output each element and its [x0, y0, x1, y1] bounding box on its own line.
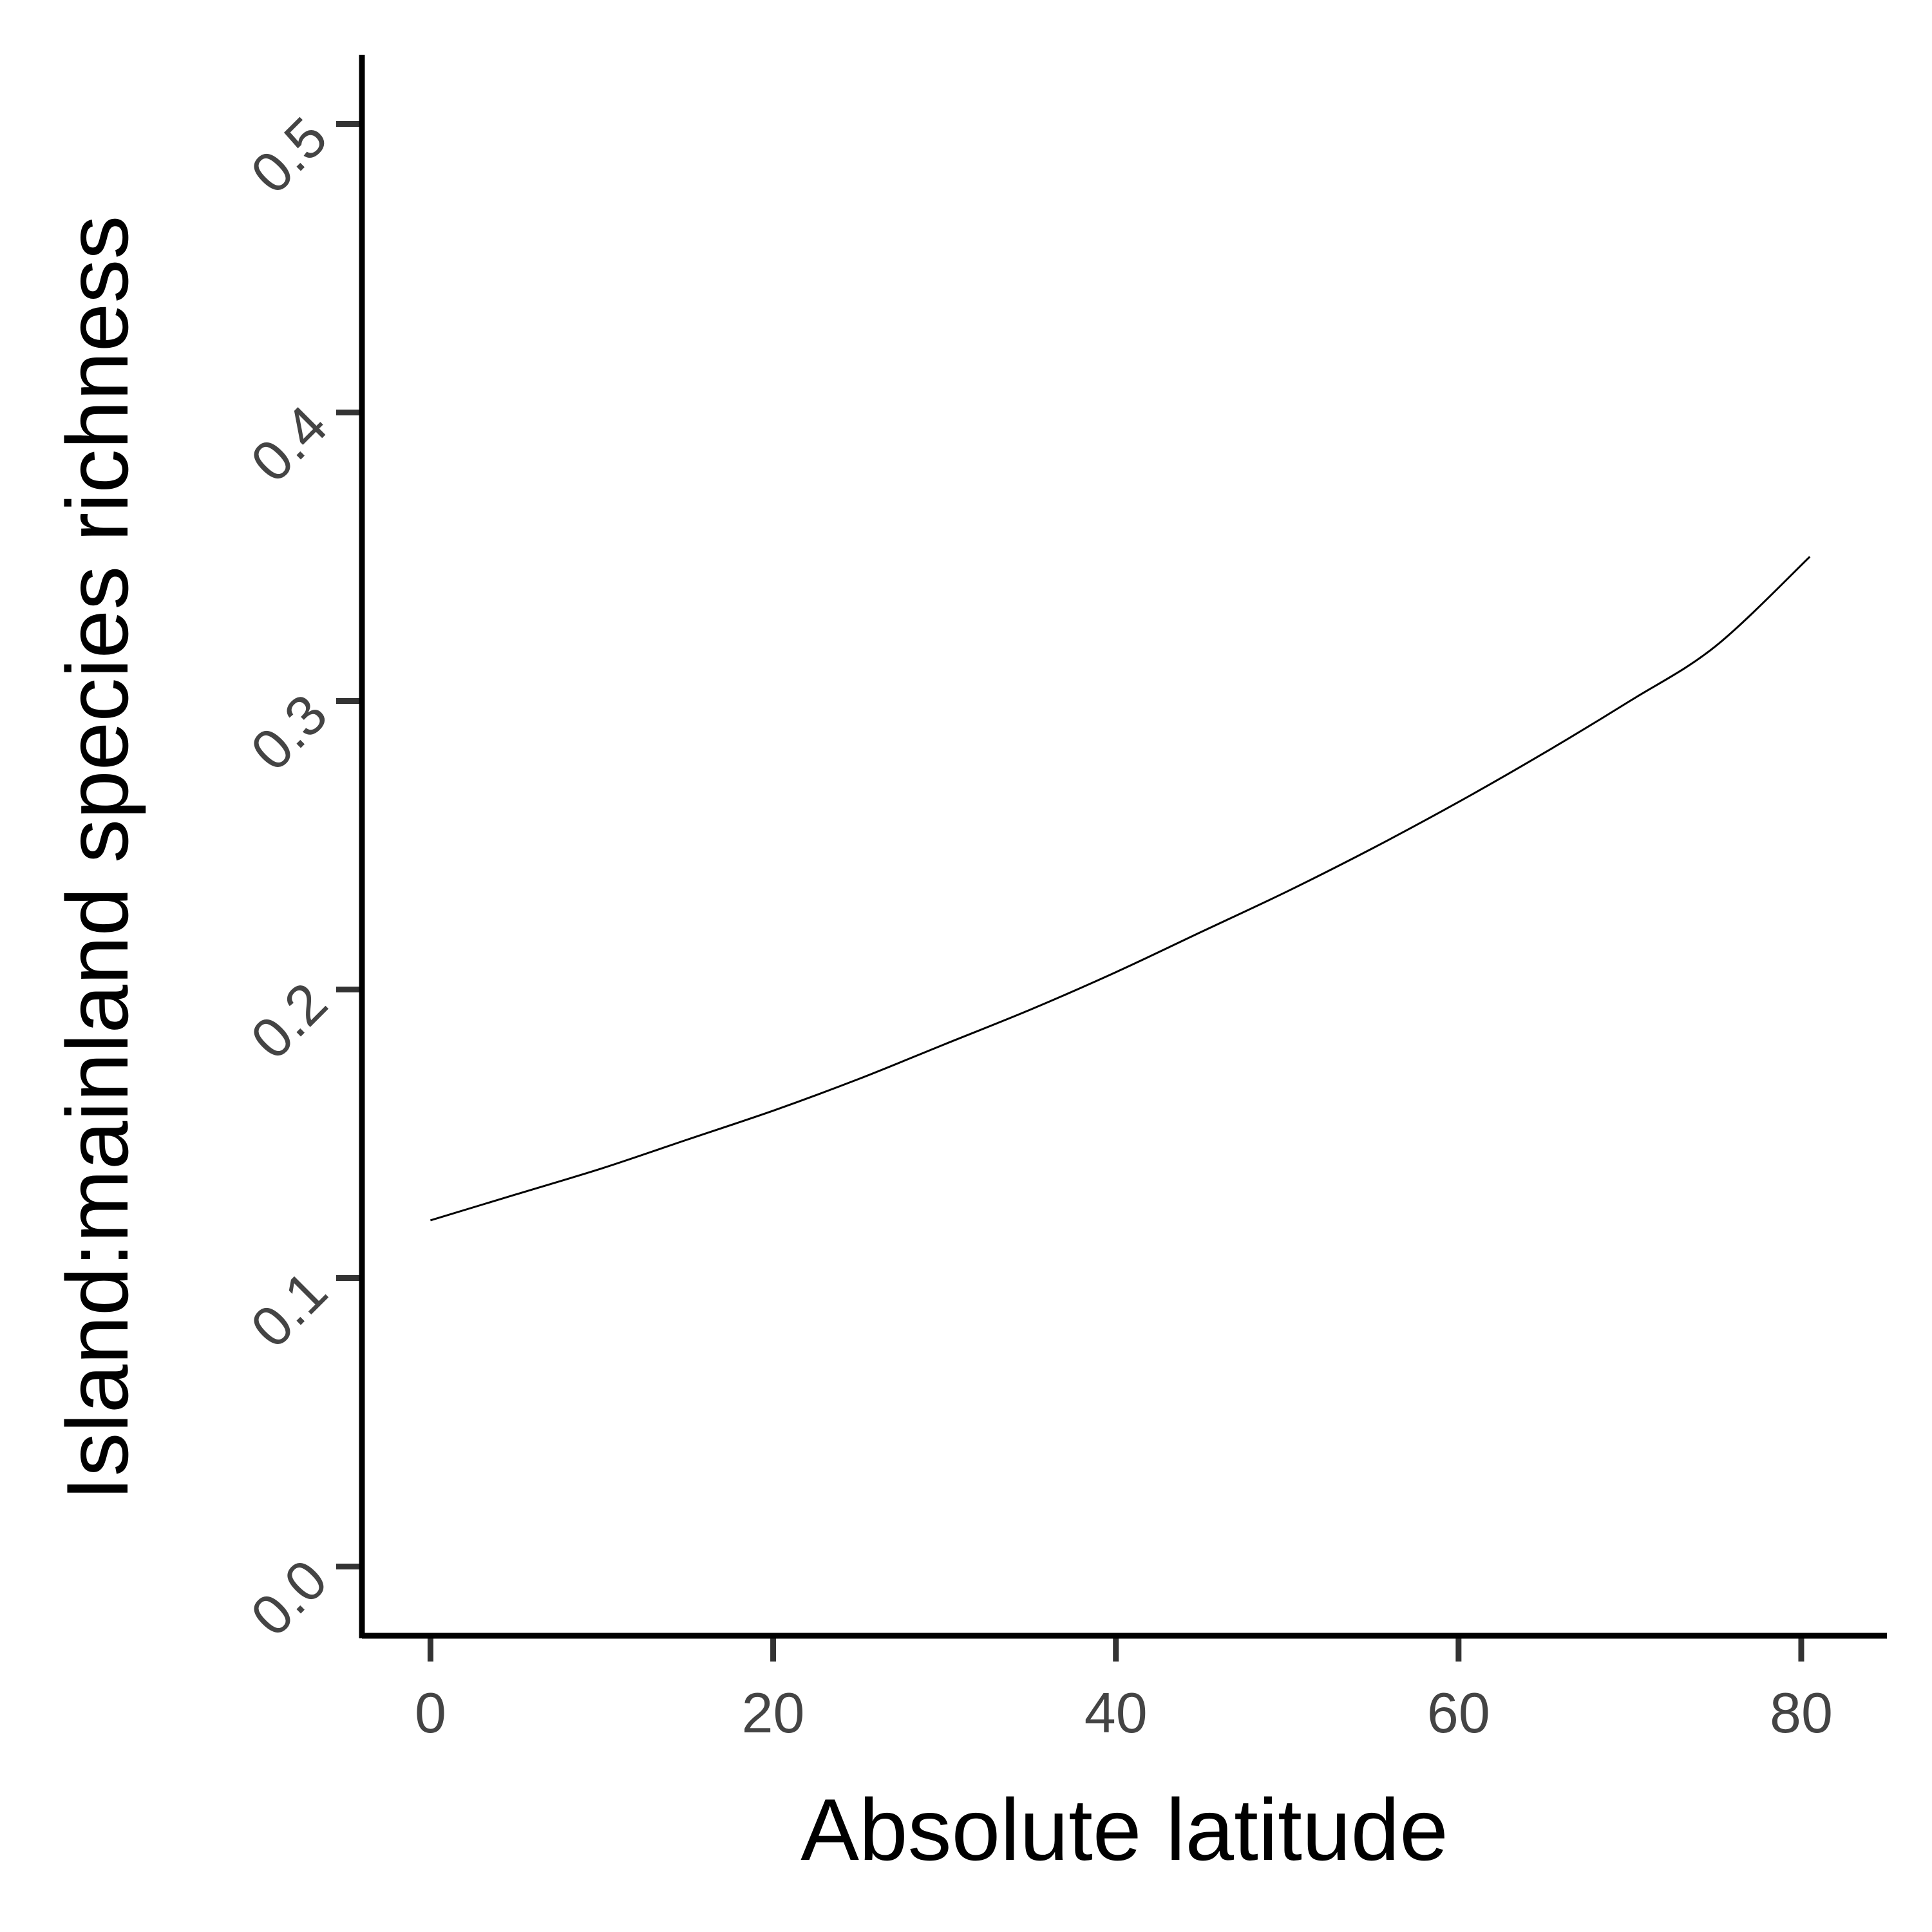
- x-tick-label: 20: [742, 1681, 805, 1745]
- y-tick-label: 0.1: [238, 1259, 339, 1360]
- y-axis-title: Island:mainland species richness: [48, 216, 146, 1501]
- y-tick-label: 0.0: [238, 1548, 339, 1649]
- y-axis-ticks: 0.0 0.1 0.2 0.3 0.4 0.5: [238, 105, 362, 1648]
- series-line: [430, 556, 1811, 1222]
- y-tick-label: 0.5: [238, 105, 339, 206]
- x-axis-title: Absolute latitude: [800, 1781, 1448, 1879]
- x-tick-label: 0: [415, 1681, 446, 1745]
- plot-area: [430, 556, 1811, 1222]
- y-tick-label: 0.4: [238, 393, 339, 495]
- x-tick-label: 60: [1427, 1681, 1490, 1745]
- y-tick-label: 0.2: [238, 971, 339, 1072]
- x-tick-label: 40: [1084, 1681, 1148, 1745]
- x-tick-label: 80: [1770, 1681, 1833, 1745]
- x-axis-ticks: 0 20 40 60 80: [415, 1636, 1833, 1745]
- y-tick-label: 0.3: [238, 682, 339, 783]
